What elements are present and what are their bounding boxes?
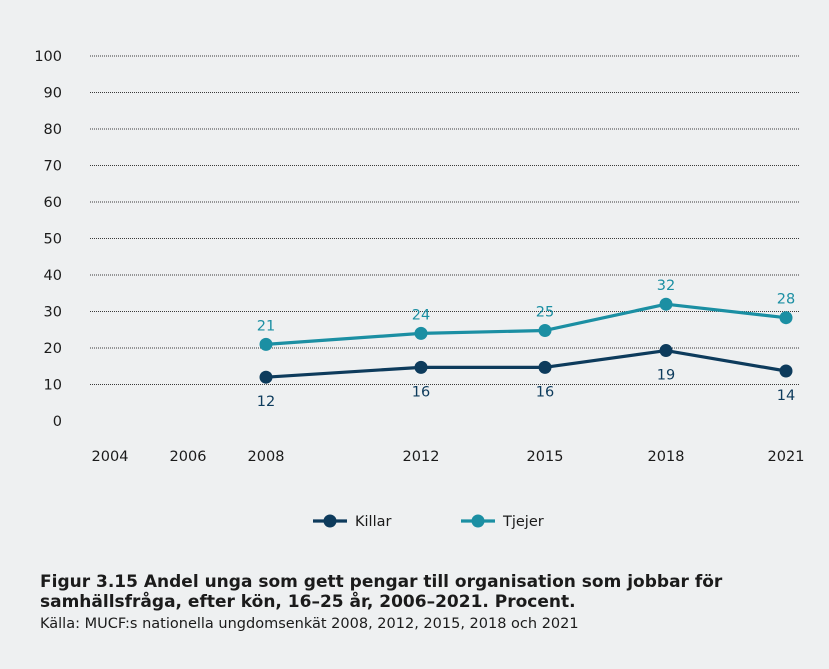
data-label-killar: 16 [536, 384, 554, 400]
data-label-tjejer: 25 [536, 304, 554, 320]
figure-source: Källa: MUCF:s nationella ungdomsenkät 20… [40, 616, 579, 632]
data-point-killar [659, 344, 673, 358]
data-label-tjejer: 21 [257, 318, 275, 334]
x-tick-label: 2004 [92, 449, 129, 465]
data-label-killar: 14 [777, 388, 795, 404]
y-tick-label: 90 [44, 86, 62, 102]
y-tick-label: 30 [44, 305, 62, 321]
data-point-tjejer [538, 323, 552, 337]
legend-label: Tjejer [502, 514, 544, 530]
y-tick-label: 20 [44, 341, 62, 357]
y-tick-label: 50 [44, 232, 62, 248]
series-layer: 12 16 16 19 14 21 24 25 32 28 [257, 278, 795, 410]
y-tick-label: 60 [44, 195, 62, 211]
series-line-killar [265, 348, 787, 379]
x-tick-label: 2021 [768, 449, 805, 465]
data-point-tjejer [414, 326, 428, 340]
data-label-killar: 16 [412, 384, 430, 400]
x-tick-label: 2012 [403, 449, 440, 465]
legend-label: Killar [355, 514, 391, 530]
data-label-killar: 19 [657, 368, 675, 384]
data-point-killar [779, 364, 793, 378]
y-tick-label: 10 [44, 378, 62, 394]
legend-swatch-marker [471, 514, 485, 528]
data-label-killar: 12 [257, 394, 275, 410]
grid-lines [90, 55, 800, 385]
y-tick-label: 100 [34, 49, 62, 65]
legend: Killar Tjejer [313, 514, 544, 530]
data-point-killar [259, 370, 273, 384]
data-label-tjejer: 28 [777, 292, 795, 308]
data-point-killar [414, 360, 428, 374]
data-point-tjejer [659, 297, 673, 311]
data-label-tjejer: 32 [657, 278, 675, 294]
figure-title: Figur 3.15 Andel unga som gett pengar ti… [40, 572, 723, 612]
x-tick-label: 2008 [248, 449, 285, 465]
y-axis-ticks: 0 10 20 30 40 50 60 70 80 90 100 [34, 49, 62, 430]
series-line-tjejer [265, 302, 787, 346]
data-point-tjejer [779, 311, 793, 325]
y-tick-label: 80 [44, 122, 62, 138]
x-tick-label: 2018 [648, 449, 685, 465]
y-tick-label: 40 [44, 268, 62, 284]
y-tick-label: 70 [44, 159, 62, 175]
figure-caption: Figur 3.15 Andel unga som gett pengar ti… [40, 572, 810, 634]
data-point-killar [538, 360, 552, 374]
data-point-tjejer [259, 337, 273, 351]
x-tick-label: 2015 [527, 449, 564, 465]
data-label-tjejer: 24 [412, 307, 430, 323]
x-axis-ticks: 2004 2006 2008 2012 2015 2018 2021 [92, 449, 805, 465]
y-tick-label: 0 [53, 414, 62, 430]
x-tick-label: 2006 [170, 449, 207, 465]
legend-swatch-marker [323, 514, 337, 528]
